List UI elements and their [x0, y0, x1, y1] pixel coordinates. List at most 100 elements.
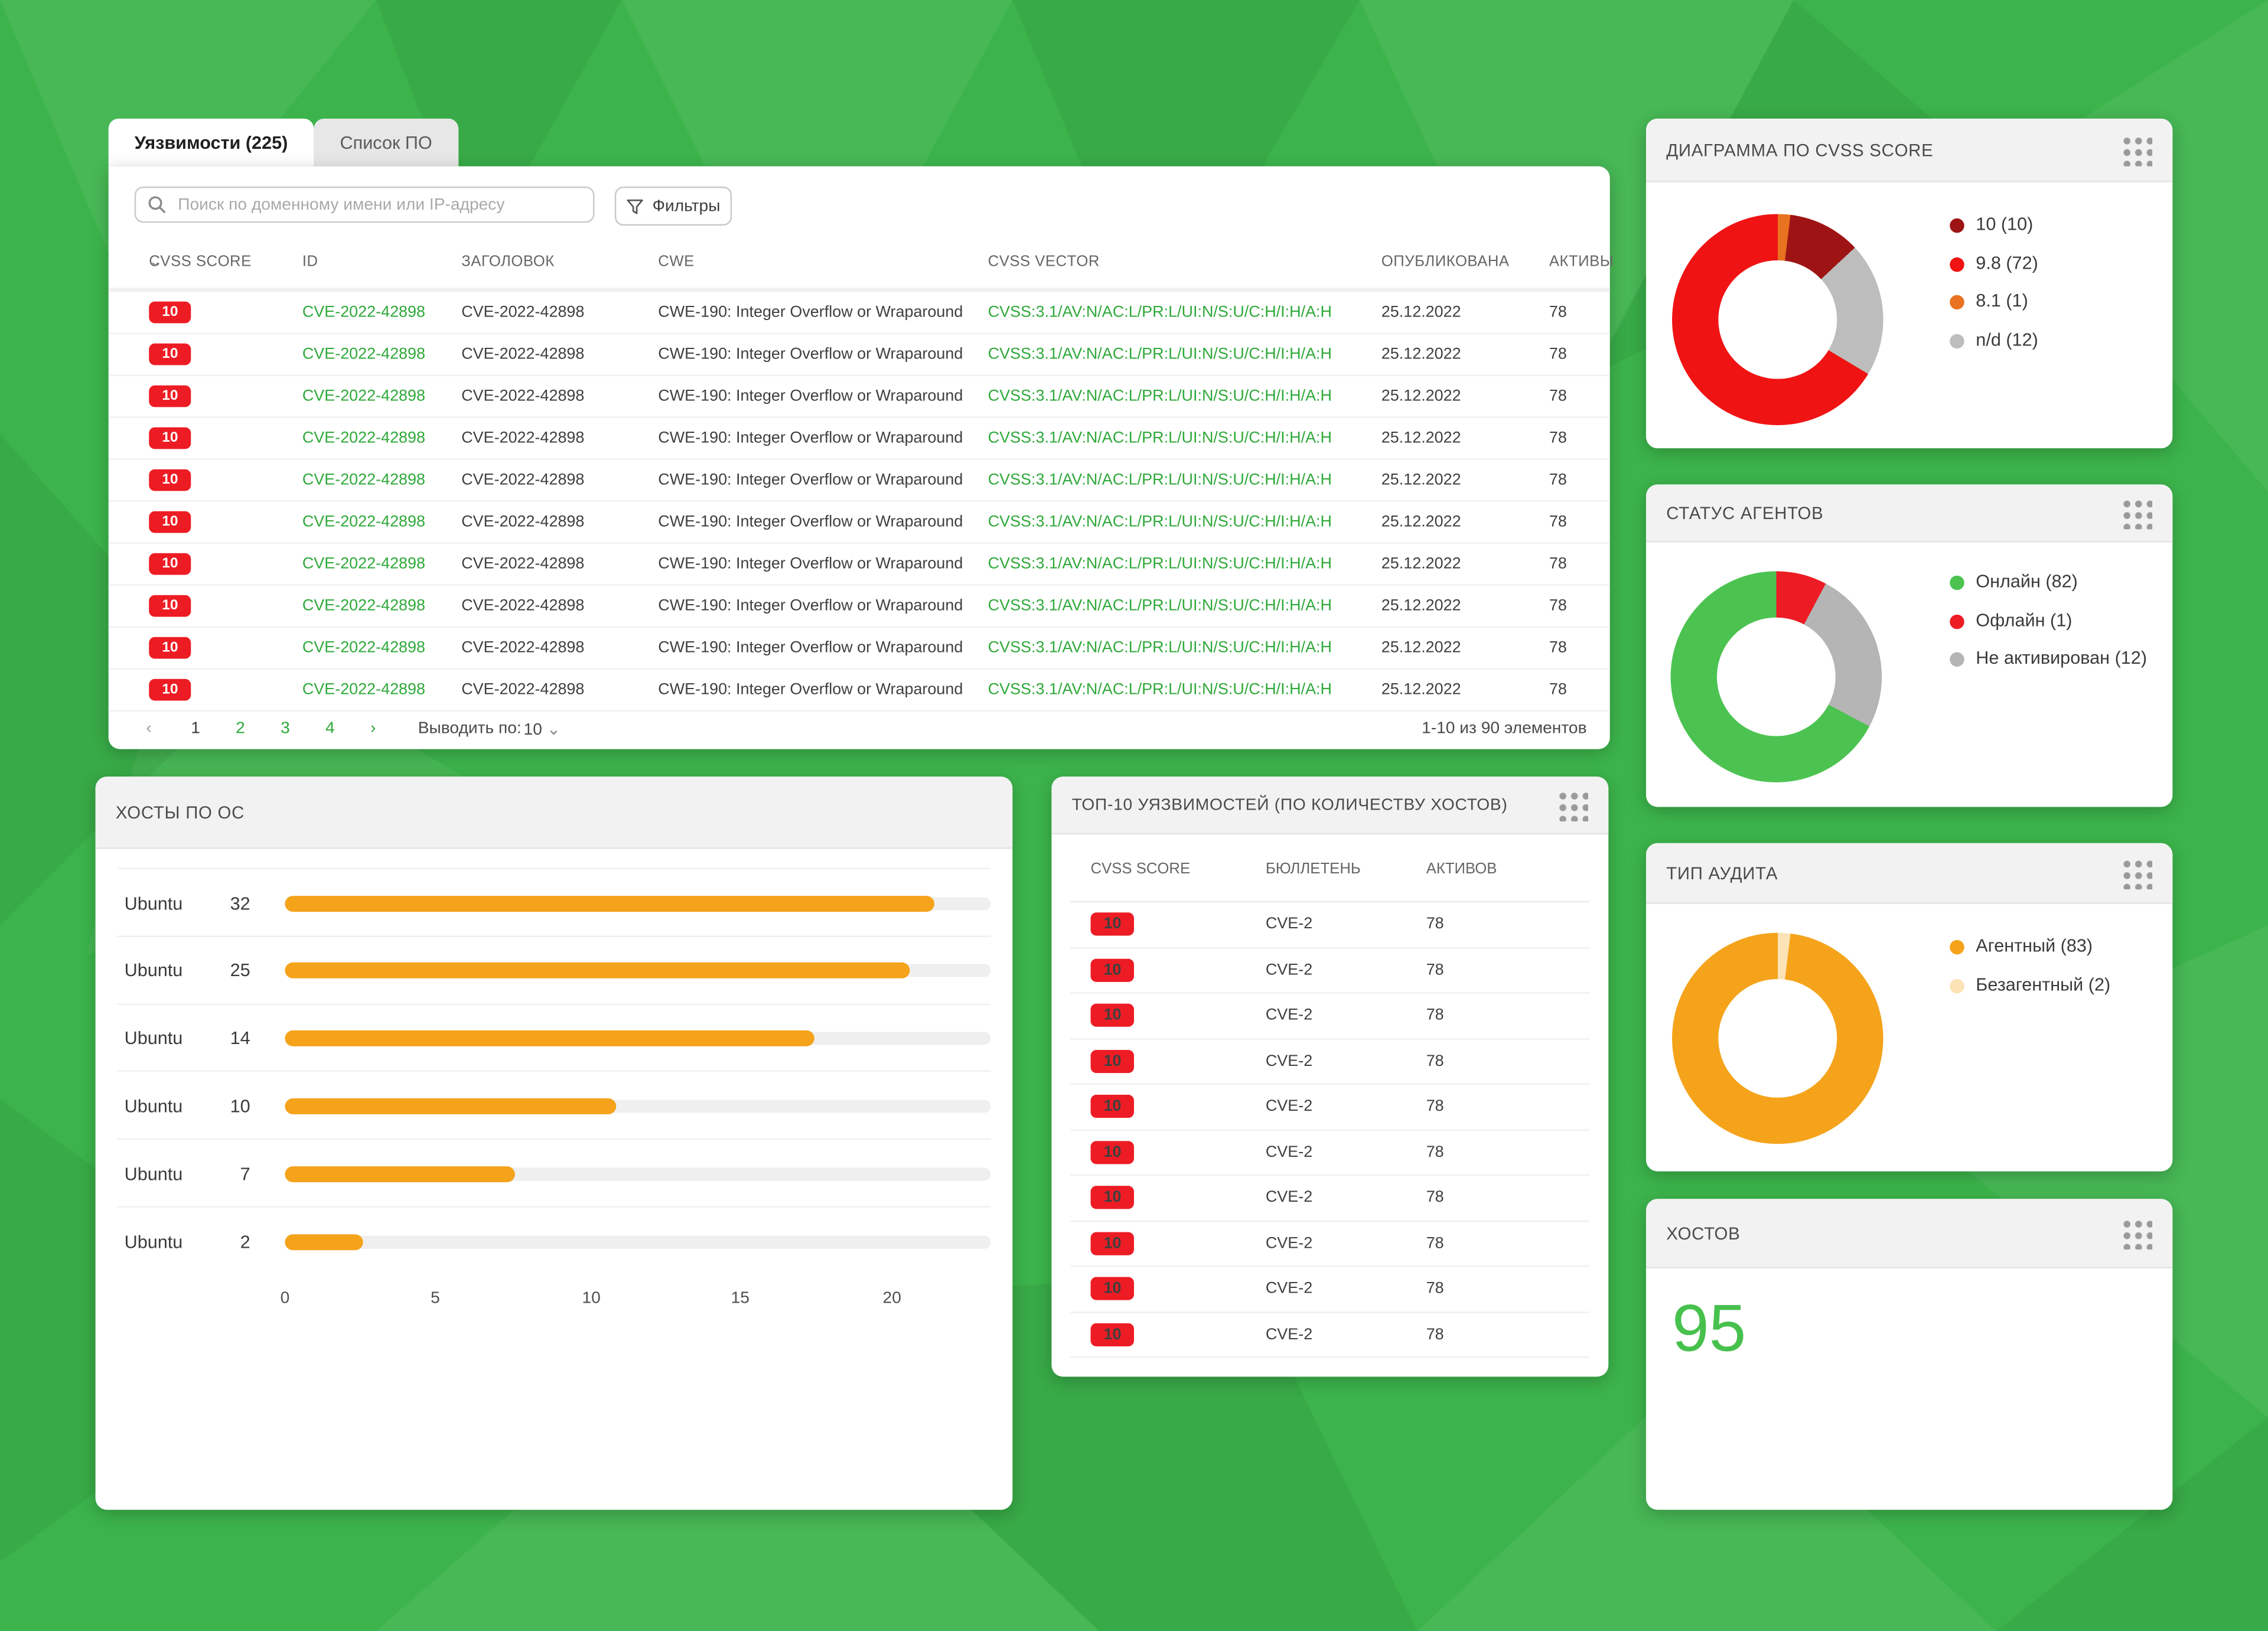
- bulletin-link[interactable]: CVE-2: [1265, 1189, 1313, 1207]
- tab-vulnerabilities[interactable]: Уязвимости (225): [108, 118, 314, 167]
- bar-row: Ubuntu 10: [117, 1071, 991, 1140]
- col-id[interactable]: ID: [302, 253, 318, 270]
- x-axis-tick: 10: [582, 1290, 601, 1307]
- table-row: 10 CVE-2022-42898 CVE-2022-42898 CWE-190: I…: [108, 376, 1610, 418]
- x-axis-tick: 15: [731, 1290, 750, 1307]
- bulletin-link[interactable]: CVE-2: [1265, 1280, 1313, 1298]
- col-assets[interactable]: АКТИВОВ: [1426, 860, 1497, 878]
- legend-item: 9.8 (72): [1950, 253, 2161, 275]
- bar: [285, 1098, 617, 1114]
- bulletin-link[interactable]: CVE-2: [1265, 1052, 1313, 1070]
- cvss-vector-link[interactable]: CVSS:3.1/AV:N/AC:L/PR:L/UI:N/S:U/C:H/I:H…: [988, 639, 1332, 657]
- cvss-vector-link[interactable]: CVSS:3.1/AV:N/AC:L/PR:L/UI:N/S:U/C:H/I:H…: [988, 513, 1332, 531]
- cwe-text: CWE-190: Integer Overflow or Wraparound: [658, 471, 963, 489]
- x-axis-tick: 0: [280, 1290, 290, 1307]
- table-row: 10 CVE-2022-42898 CVE-2022-42898 CWE-190: I…: [108, 292, 1610, 334]
- cve-id-link[interactable]: CVE-2022-42898: [302, 681, 426, 699]
- cvss-vector-link[interactable]: CVSS:3.1/AV:N/AC:L/PR:L/UI:N/S:U/C:H/I:H…: [988, 429, 1332, 447]
- cve-id-link[interactable]: CVE-2022-42898: [302, 639, 426, 657]
- cvss-score-badge: 10: [1090, 1186, 1135, 1209]
- cve-title: CVE-2022-42898: [461, 555, 585, 573]
- cvss-vector-link[interactable]: CVSS:3.1/AV:N/AC:L/PR:L/UI:N/S:U/C:H/I:H…: [988, 597, 1332, 615]
- pagination-page[interactable]: 1: [191, 720, 200, 738]
- cve-title: CVE-2022-42898: [461, 429, 585, 447]
- pagination-page[interactable]: 3: [281, 720, 290, 738]
- cvss-score-badge: 10: [149, 301, 191, 324]
- cvss-vector-link[interactable]: CVSS:3.1/AV:N/AC:L/PR:L/UI:N/S:U/C:H/I:H…: [988, 345, 1332, 363]
- cve-id-link[interactable]: CVE-2022-42898: [302, 597, 426, 615]
- col-cwe[interactable]: CWE: [658, 253, 695, 270]
- bar-track: [285, 1030, 991, 1047]
- table-row: 10 CVE-2022-42898 CVE-2022-42898 CWE-190: I…: [108, 670, 1610, 712]
- bulletin-link[interactable]: CVE-2: [1265, 961, 1313, 979]
- per-page-select[interactable]: 10 ⌄: [523, 722, 561, 739]
- table-row: 10 CVE-2 78: [1070, 1221, 1590, 1267]
- drag-handle-icon[interactable]: [2119, 495, 2153, 530]
- pagination-prev[interactable]: ‹: [146, 720, 152, 738]
- cwe-text: CWE-190: Integer Overflow or Wraparound: [658, 345, 963, 363]
- drag-handle-icon[interactable]: [1555, 788, 1588, 822]
- bulletin-link[interactable]: CVE-2: [1265, 1326, 1313, 1343]
- cve-id-link[interactable]: CVE-2022-42898: [302, 429, 426, 447]
- legend-dot: [1950, 978, 1964, 993]
- card-title: ТОП-10 УЯЗВИМОСТЕЙ (ПО КОЛИЧЕСТВУ ХОСТОВ…: [1071, 796, 1508, 814]
- bulletin-link[interactable]: CVE-2: [1265, 1143, 1313, 1161]
- vuln-table-header: CVSS SCORE ⌄ ID ЗАГОЛОВОК CWE CVSS VECTO…: [149, 253, 1614, 270]
- tab-software-list[interactable]: Список ПО: [314, 118, 458, 167]
- cve-title: CVE-2022-42898: [461, 304, 585, 321]
- pagination-page[interactable]: 2: [236, 720, 245, 738]
- cve-title: CVE-2022-42898: [461, 345, 585, 363]
- cvss-score-badge: 10: [149, 469, 191, 491]
- legend-item: Агентный (83): [1950, 935, 2161, 958]
- published-date: 25.12.2022: [1381, 639, 1461, 657]
- cvss-vector-link[interactable]: CVSS:3.1/AV:N/AC:L/PR:L/UI:N/S:U/C:H/I:H…: [988, 681, 1332, 699]
- cve-id-link[interactable]: CVE-2022-42898: [302, 304, 426, 321]
- published-date: 25.12.2022: [1381, 304, 1461, 321]
- cvss-vector-link[interactable]: CVSS:3.1/AV:N/AC:L/PR:L/UI:N/S:U/C:H/I:H…: [988, 304, 1332, 321]
- drag-handle-icon[interactable]: [2119, 133, 2153, 167]
- cve-id-link[interactable]: CVE-2022-42898: [302, 513, 426, 531]
- pagination-page[interactable]: 4: [325, 720, 335, 738]
- bulletin-link[interactable]: CVE-2: [1265, 1098, 1313, 1115]
- assets-count: 78: [1426, 1098, 1444, 1115]
- bar-row: Ubuntu 32: [117, 867, 991, 937]
- cvss-vector-link[interactable]: CVSS:3.1/AV:N/AC:L/PR:L/UI:N/S:U/C:H/I:H…: [988, 555, 1332, 573]
- drag-handle-icon[interactable]: [2119, 1216, 2153, 1250]
- assets-count: 78: [1549, 639, 1567, 657]
- assets-count: 78: [1426, 1143, 1444, 1161]
- search-input[interactable]: [175, 194, 582, 215]
- cvss-vector-link[interactable]: CVSS:3.1/AV:N/AC:L/PR:L/UI:N/S:U/C:H/I:H…: [988, 387, 1332, 405]
- bulletin-link[interactable]: CVE-2: [1265, 915, 1313, 934]
- bulletin-link[interactable]: CVE-2: [1265, 1007, 1313, 1025]
- cvss-score-badge: 10: [149, 679, 191, 701]
- search-icon: [148, 196, 166, 214]
- pagination-next[interactable]: ›: [370, 720, 376, 738]
- legend-dot: [1950, 334, 1964, 348]
- legend-dot: [1950, 940, 1964, 955]
- cwe-text: CWE-190: Integer Overflow or Wraparound: [658, 304, 963, 321]
- cve-id-link[interactable]: CVE-2022-42898: [302, 555, 426, 573]
- assets-count: 78: [1426, 1280, 1444, 1298]
- col-bulletin[interactable]: БЮЛЛЕТЕНЬ: [1265, 860, 1361, 878]
- filters-button[interactable]: Фильтры: [614, 186, 732, 226]
- cwe-text: CWE-190: Integer Overflow or Wraparound: [658, 681, 963, 699]
- drag-handle-icon[interactable]: [2119, 856, 2153, 890]
- cve-id-link[interactable]: CVE-2022-42898: [302, 471, 426, 489]
- col-cvss-score[interactable]: CVSS SCORE: [1090, 860, 1191, 878]
- card-title: ТИП АУДИТА: [1666, 862, 1778, 883]
- cvss-donut-legend: 10 (10) 9.8 (72) 8.1 (1) n/d (12): [1950, 214, 2161, 352]
- search-box[interactable]: [134, 186, 595, 223]
- cvss-score-badge: 10: [1090, 1049, 1135, 1073]
- bulletin-link[interactable]: CVE-2: [1265, 1234, 1313, 1252]
- cve-id-link[interactable]: CVE-2022-42898: [302, 387, 426, 405]
- published-date: 25.12.2022: [1381, 597, 1461, 615]
- published-date: 25.12.2022: [1381, 387, 1461, 405]
- col-assets[interactable]: АКТИВЫ: [1549, 253, 1614, 270]
- col-title[interactable]: ЗАГОЛОВОК: [461, 253, 555, 270]
- col-published[interactable]: ОПУБЛИКОВАНА: [1381, 253, 1510, 270]
- cve-id-link[interactable]: CVE-2022-42898: [302, 345, 426, 363]
- table-row: 10 CVE-2 78: [1070, 902, 1590, 948]
- table-row: 10 CVE-2 78: [1070, 1176, 1590, 1222]
- cvss-vector-link[interactable]: CVSS:3.1/AV:N/AC:L/PR:L/UI:N/S:U/C:H/I:H…: [988, 471, 1332, 489]
- col-cvss-vector[interactable]: CVSS VECTOR: [988, 253, 1100, 270]
